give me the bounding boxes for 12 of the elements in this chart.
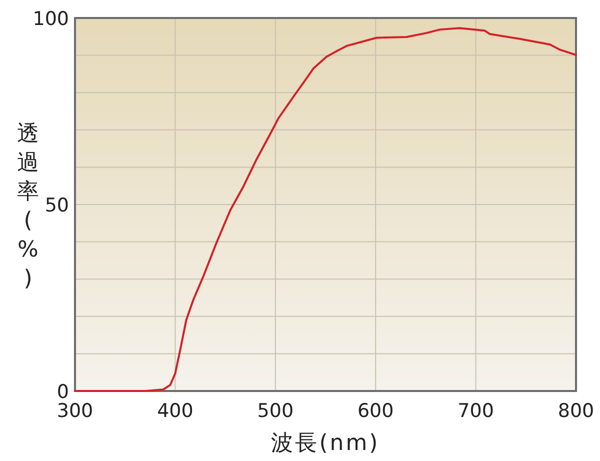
y-axis-title: 透過率(%): [17, 122, 39, 292]
x-tick-label: 800: [558, 400, 594, 422]
x-tick-label: 300: [56, 400, 94, 422]
line-series: [74, 27, 577, 392]
x-axis-title: 波長(nm): [271, 431, 380, 456]
x-tick-label: 600: [357, 400, 394, 422]
x-tick-label: 700: [458, 400, 494, 422]
y-tick-label: 0: [56, 381, 69, 403]
x-tick-label: 500: [257, 400, 294, 422]
y-tick-label: 50: [44, 194, 69, 216]
x-tick-label: 400: [157, 400, 194, 422]
y-tick-label: 100: [32, 8, 69, 30]
